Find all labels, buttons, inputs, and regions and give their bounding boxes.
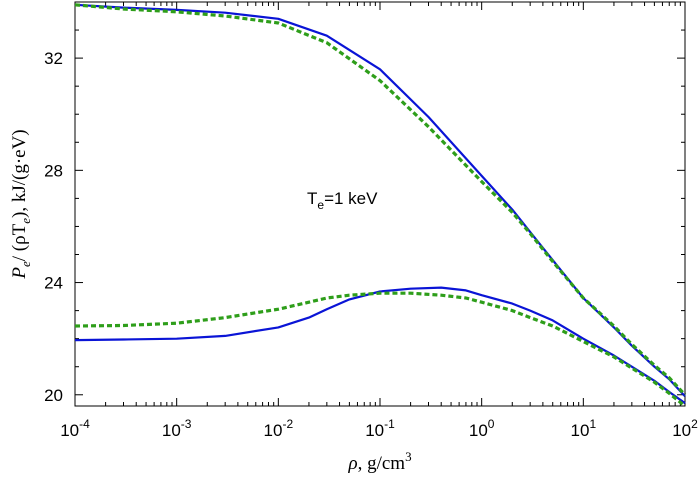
x-tick-label: 10-1 [365, 417, 395, 440]
x-tick-label: 101 [571, 417, 597, 440]
y-tick-label: 24 [44, 274, 63, 293]
axis-ticks: 10-4 10-3 10-2 10-1 100 101 102 20 24 28 32 [44, 1, 698, 440]
x-tick-label: 102 [672, 417, 698, 440]
y-axis-post: ), kJ/(g·eV) [9, 129, 30, 218]
y-axis-mid: / (ρT [9, 223, 30, 261]
x-axis-label: ρ, g/cm3 [347, 449, 411, 474]
annotation-base: T [307, 189, 317, 208]
y-tick-label: 28 [44, 161, 63, 180]
x-axis-symbol: ρ [347, 453, 357, 474]
y-tick-label: 20 [44, 386, 63, 405]
x-axis-sup: 3 [405, 449, 412, 464]
series-line-2 [74, 3, 687, 396]
x-tick-label: 100 [469, 417, 495, 440]
y-axis-sub1: e [18, 261, 33, 267]
annotation-rest: =1 keV [324, 189, 378, 208]
y-axis-sub2: e [18, 218, 33, 224]
annotation-sub: e [317, 198, 324, 212]
x-tick-label: 10-2 [264, 417, 294, 440]
y-tick-label: 32 [44, 49, 63, 68]
y-axis-label: Pe/ (ρTe), kJ/(g·eV) [9, 129, 33, 279]
series-line-1 [74, 3, 686, 397]
x-axis-text: , g/cm [358, 453, 406, 474]
x-tick-label: 10-4 [60, 417, 90, 440]
annotation: Te=1 keV [307, 189, 378, 212]
series-layer [74, 3, 687, 408]
y-axis-pre: P [9, 267, 30, 280]
x-tick-label: 10-3 [162, 417, 192, 440]
series-line-4 [74, 291, 687, 408]
